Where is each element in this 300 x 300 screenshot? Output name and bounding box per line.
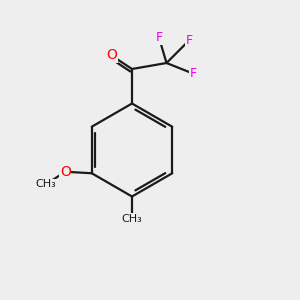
Text: CH₃: CH₃ <box>122 214 142 224</box>
Text: O: O <box>60 165 71 179</box>
Text: F: F <box>155 31 163 44</box>
Text: CH₃: CH₃ <box>35 179 56 189</box>
Text: F: F <box>185 34 193 47</box>
Text: O: O <box>106 49 117 62</box>
Text: F: F <box>189 67 197 80</box>
